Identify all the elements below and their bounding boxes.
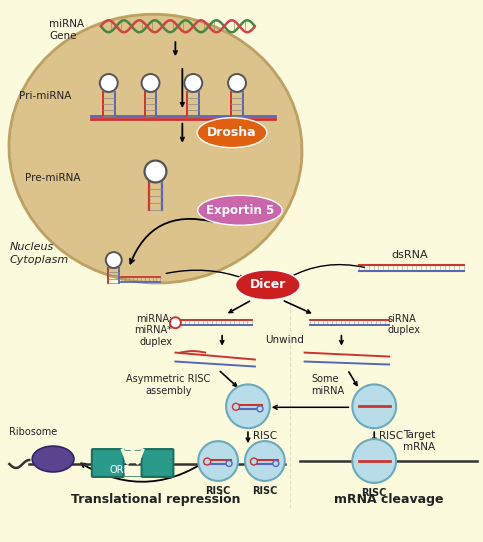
Ellipse shape [198,195,282,225]
Circle shape [100,74,118,92]
Text: Asymmetric RISC
assembly: Asymmetric RISC assembly [126,375,211,396]
Text: RISC: RISC [205,486,231,496]
Circle shape [226,461,232,467]
Circle shape [257,406,263,412]
Circle shape [353,439,396,483]
Text: Translational repression: Translational repression [71,493,240,506]
Text: Some
miRNA: Some miRNA [312,375,345,396]
Circle shape [106,252,122,268]
Circle shape [185,74,202,92]
Text: Pre-miRNA: Pre-miRNA [25,173,81,184]
Text: RISC: RISC [379,431,403,441]
Circle shape [228,74,246,92]
Text: Target
mRNA: Target mRNA [403,430,435,452]
Circle shape [204,458,211,465]
Circle shape [144,160,167,183]
Text: siRNA
duplex: siRNA duplex [387,314,420,335]
Text: Pri-miRNA: Pri-miRNA [19,91,71,101]
Ellipse shape [197,118,267,147]
Text: mRNA cleavage: mRNA cleavage [334,493,444,506]
Ellipse shape [9,14,302,283]
Circle shape [273,461,279,467]
Circle shape [198,441,238,481]
Text: Drosha: Drosha [207,126,257,139]
Circle shape [232,403,240,410]
Text: RISC: RISC [253,431,277,441]
Text: RISC: RISC [362,488,387,498]
Circle shape [245,441,285,481]
Text: miRNA:
miRNA*
duplex: miRNA: miRNA* duplex [135,314,172,347]
Text: Unwind: Unwind [265,334,304,345]
Text: Dicer: Dicer [250,279,286,292]
FancyBboxPatch shape [142,449,173,477]
Circle shape [142,74,159,92]
Text: Nucleus: Nucleus [9,242,54,252]
Text: ORF: ORF [110,465,130,475]
Text: Exportin 5: Exportin 5 [206,204,274,217]
Text: RISC: RISC [252,486,278,496]
Ellipse shape [32,446,74,472]
Text: miRNA
Gene: miRNA Gene [49,20,84,41]
Circle shape [226,384,270,428]
Circle shape [170,317,181,328]
Text: Cytoplasm: Cytoplasm [9,255,69,265]
Circle shape [353,384,396,428]
Ellipse shape [236,270,300,300]
FancyBboxPatch shape [92,449,124,477]
Text: Ribosome: Ribosome [9,427,57,437]
Text: dsRNA: dsRNA [391,250,428,260]
Circle shape [251,458,257,465]
